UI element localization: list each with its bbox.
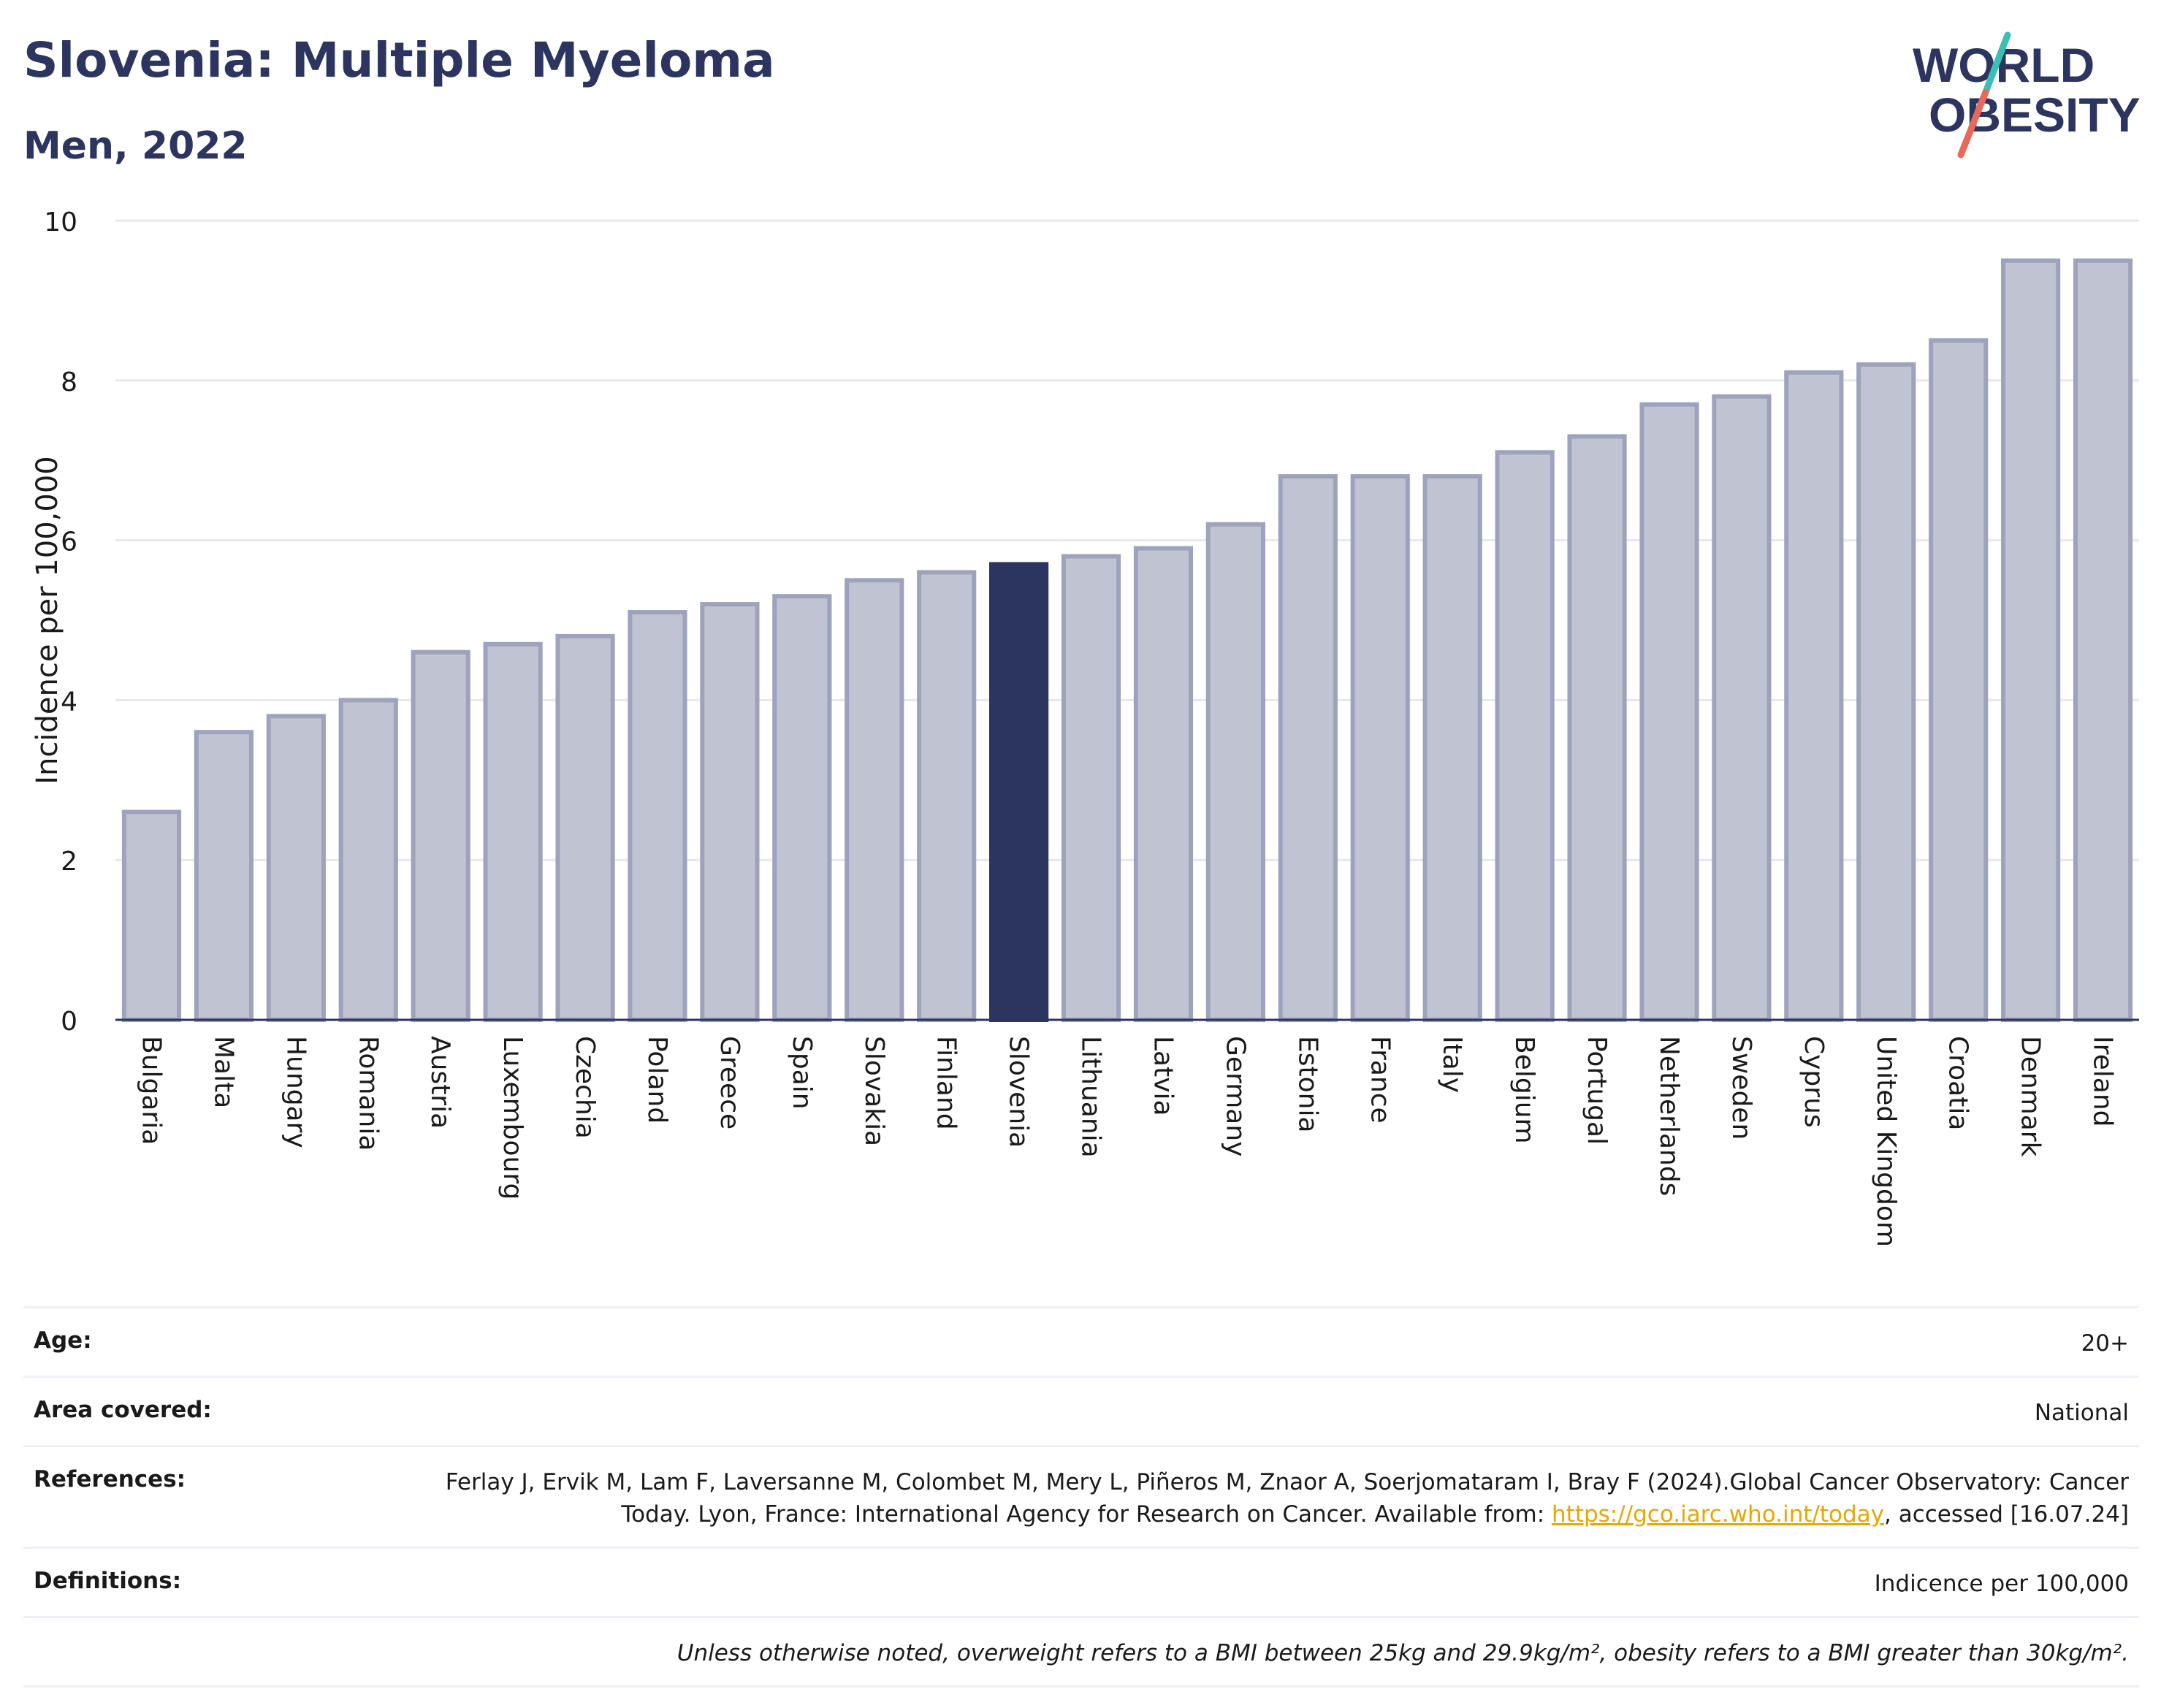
x-tick-label: United Kingdom bbox=[1871, 1036, 1901, 1247]
meta-row-note: Unless otherwise noted, overweight refer… bbox=[23, 1616, 2139, 1688]
x-tick-label: Ireland bbox=[2088, 1036, 2118, 1127]
x-tick-label: Portugal bbox=[1582, 1036, 1612, 1145]
bar-italy bbox=[1422, 474, 1482, 1022]
x-axis-labels: Bulgaria Malta Hungary Romania Austria Luxemb… bbox=[136, 1036, 2117, 1247]
bar-bulgaria bbox=[121, 809, 182, 1023]
bar-chart: 0 2 4 6 8 10 Bulgaria Malta Hungary Romania Austr… bbox=[31, 207, 2139, 1247]
x-tick-label: Slovenia bbox=[1004, 1036, 1034, 1148]
x-tick-label: Estonia bbox=[1292, 1036, 1322, 1133]
definitions-value: Indicence per 100,000 bbox=[1874, 1571, 2129, 1597]
x-tick-label: Latvia bbox=[1148, 1036, 1178, 1116]
references-accessed: , accessed [16.07.24] bbox=[1883, 1501, 2129, 1528]
age-label: Age: bbox=[34, 1327, 92, 1354]
bmi-note: Unless otherwise noted, overweight refer… bbox=[676, 1640, 2129, 1666]
metadata-table: Age: 20+ Area covered: National Referenc… bbox=[23, 1306, 2139, 1688]
meta-row-references: References: Ferlay J, Ervik M, Lam F, La… bbox=[23, 1445, 2139, 1547]
area-label: Area covered: bbox=[34, 1397, 212, 1423]
bar-czechia bbox=[555, 633, 615, 1022]
y-tick-label: 6 bbox=[61, 527, 77, 557]
x-tick-label: Bulgaria bbox=[136, 1036, 166, 1145]
y-axis-title: Incidence per 100,000 bbox=[31, 456, 64, 785]
bar-austria bbox=[411, 649, 470, 1022]
bars bbox=[121, 258, 2133, 1023]
bar-slovenia bbox=[989, 562, 1049, 1022]
x-tick-label: Finland bbox=[931, 1036, 961, 1130]
bar-estonia bbox=[1278, 474, 1338, 1022]
bar-sweden bbox=[1712, 394, 1772, 1022]
x-tick-label: Poland bbox=[642, 1036, 672, 1124]
definitions-label: Definitions: bbox=[34, 1568, 182, 1594]
bar-denmark bbox=[2001, 258, 2061, 1023]
x-tick-label: Germany bbox=[1220, 1036, 1250, 1156]
y-tick-label: 8 bbox=[61, 367, 77, 397]
bar-poland bbox=[628, 610, 687, 1022]
y-tick-label: 0 bbox=[61, 1007, 77, 1037]
logo-slash-bottom bbox=[1957, 88, 1989, 159]
bar-belgium bbox=[1495, 450, 1555, 1022]
x-tick-label: Sweden bbox=[1726, 1036, 1756, 1140]
bar-spain bbox=[772, 594, 832, 1022]
x-tick-label: Czechia bbox=[570, 1036, 600, 1139]
x-tick-label: Austria bbox=[425, 1036, 455, 1129]
references-label: References: bbox=[34, 1466, 186, 1492]
bar-ireland bbox=[2073, 258, 2133, 1023]
bar-croatia bbox=[1929, 338, 1989, 1023]
meta-row-definitions: Definitions: Indicence per 100,000 bbox=[23, 1547, 2139, 1616]
references-link[interactable]: https://gco.iarc.who.int/today bbox=[1552, 1501, 1884, 1528]
x-tick-label: Lithuania bbox=[1076, 1036, 1106, 1158]
y-axis-ticks: 0 2 4 6 8 10 bbox=[44, 207, 77, 1037]
x-tick-label: Cyprus bbox=[1799, 1036, 1829, 1128]
references-value: Ferlay J, Ervik M, Lam F, Laversanne M, … bbox=[376, 1466, 2129, 1530]
bar-greece bbox=[700, 602, 760, 1022]
x-tick-label: Belgium bbox=[1509, 1036, 1539, 1144]
meta-row-age: Age: 20+ bbox=[23, 1306, 2139, 1376]
x-tick-label: Romania bbox=[353, 1036, 383, 1151]
chart-subtitle: Men, 2022 bbox=[23, 124, 248, 168]
area-value: National bbox=[2034, 1400, 2129, 1426]
x-tick-label: Hungary bbox=[281, 1036, 310, 1148]
y-tick-label: 4 bbox=[61, 687, 77, 717]
bar-france bbox=[1350, 474, 1410, 1022]
logo-slash-top bbox=[1982, 31, 2011, 96]
bar-lithuania bbox=[1061, 554, 1121, 1022]
x-tick-label: Spain bbox=[787, 1036, 817, 1110]
x-tick-label: Malta bbox=[208, 1036, 238, 1108]
references-text: Ferlay J, Ervik M, Lam F, Laversanne M, … bbox=[445, 1469, 2129, 1528]
bar-finland bbox=[917, 570, 977, 1022]
chart-title: Slovenia: Multiple Myeloma bbox=[23, 32, 775, 88]
bar-germany bbox=[1205, 522, 1265, 1022]
age-value: 20+ bbox=[2081, 1330, 2129, 1357]
bar-latvia bbox=[1133, 546, 1194, 1022]
bar-cyprus bbox=[1784, 370, 1844, 1022]
logo-word-obesity: OBESITY bbox=[1929, 88, 2141, 142]
y-tick-label: 10 bbox=[44, 207, 77, 237]
world-obesity-logo: WORLD OBESITY bbox=[1913, 31, 2141, 159]
bar-slovakia bbox=[845, 578, 904, 1022]
bar-netherlands bbox=[1639, 402, 1699, 1022]
y-tick-label: 2 bbox=[61, 847, 77, 877]
x-tick-label: Croatia bbox=[1943, 1036, 1973, 1130]
bar-malta bbox=[194, 730, 254, 1022]
bar-romania bbox=[338, 698, 398, 1023]
x-tick-label: Luxembourg bbox=[498, 1036, 527, 1200]
x-tick-label: Greece bbox=[714, 1036, 744, 1129]
bar-portugal bbox=[1567, 434, 1627, 1022]
x-tick-label: Slovakia bbox=[859, 1036, 889, 1146]
bar-united-kingdom bbox=[1856, 362, 1916, 1023]
meta-row-area: Area covered: National bbox=[23, 1376, 2139, 1445]
bar-hungary bbox=[266, 714, 326, 1023]
x-tick-label: Denmark bbox=[2016, 1036, 2046, 1157]
x-tick-label: Italy bbox=[1437, 1036, 1467, 1093]
bar-luxembourg bbox=[483, 641, 543, 1022]
x-tick-label: Netherlands bbox=[1654, 1036, 1684, 1196]
x-tick-label: France bbox=[1365, 1036, 1395, 1124]
